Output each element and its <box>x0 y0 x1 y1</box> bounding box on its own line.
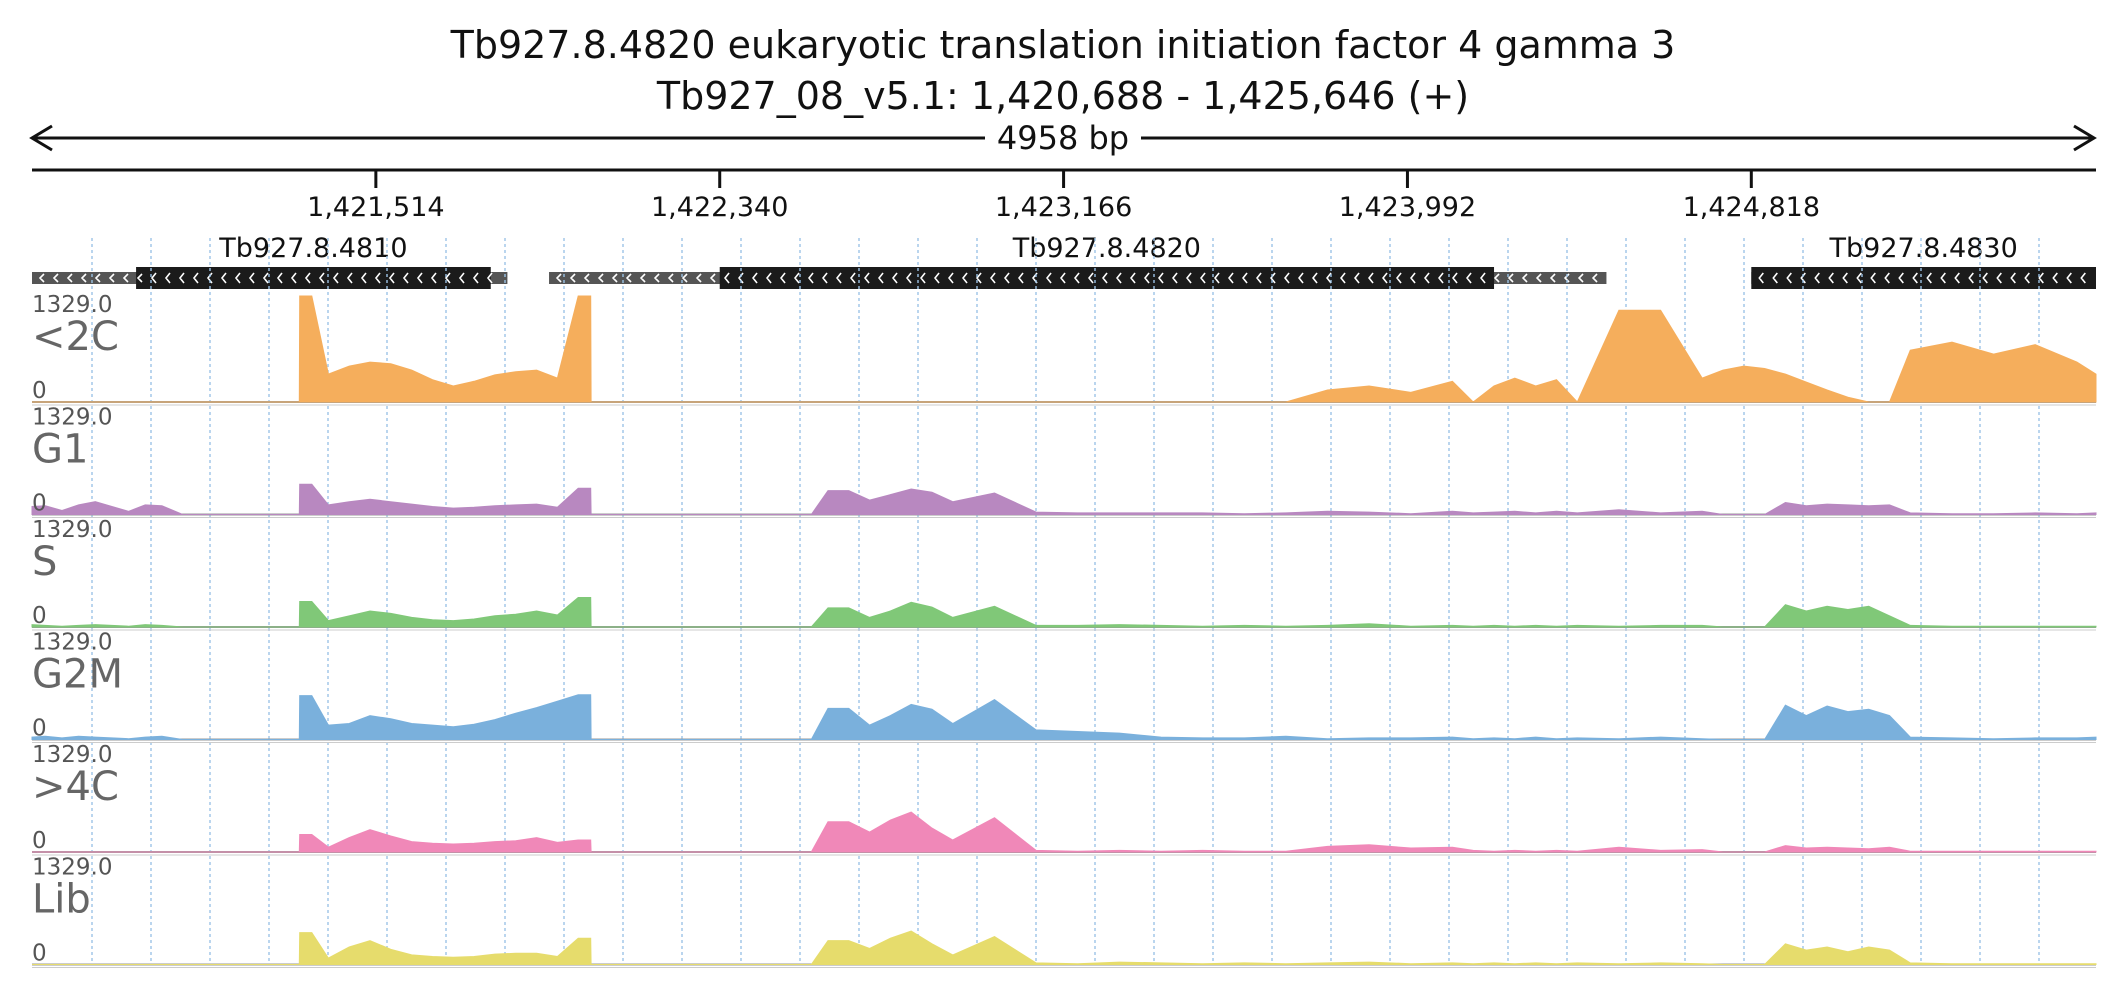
track-2C: 1329.0<2C 0 <box>32 292 2097 406</box>
track-name: S <box>32 539 57 585</box>
track-ymin-label: 0 <box>32 378 47 404</box>
track-ymax-label: 1329.0 <box>32 405 112 431</box>
track-ymax-label: 1329.0 <box>32 855 112 881</box>
gene-track: Tb927.8.4810 Tb927.8.4820 Tb927.8.4830 <box>32 233 2096 289</box>
ruler-tick-label: 1,423,992 <box>1339 192 1476 223</box>
ruler-ticks: 1,421,514 1,422,340 1,423,166 1,423,992 1,42… <box>307 170 1820 223</box>
track-ymax-label: 1329.0 <box>32 742 112 768</box>
coverage-area <box>32 295 2097 403</box>
coverage-area <box>32 811 2097 853</box>
coverage-area <box>31 694 2097 740</box>
track-ymax-label: 1329.0 <box>32 517 112 543</box>
strand-chevrons <box>38 272 493 284</box>
track-ymax-label: 1329.0 <box>32 292 112 318</box>
track-name: <2C <box>32 314 119 360</box>
ruler-tick-label: 1,423,166 <box>995 192 1132 223</box>
track-ymin-label: 0 <box>32 828 47 854</box>
track-name: G2M <box>32 652 123 698</box>
coverage-tracks: 1329.0<2C01329.0G101329.0S01329.0G2M0132… <box>31 238 2097 968</box>
ruler-tick-label: 1,424,818 <box>1683 192 1820 223</box>
gene-cds <box>136 267 491 289</box>
strand-chevrons <box>555 272 1598 284</box>
coverage-area <box>32 930 2097 965</box>
ruler-tick-label: 1,421,514 <box>307 192 444 223</box>
gene-label: Tb927.8.4830 <box>1829 233 2018 264</box>
track-name: G1 <box>32 427 88 473</box>
span-length-label: 4958 bp <box>997 119 1129 157</box>
gene-label: Tb927.8.4810 <box>218 233 407 264</box>
span-arrow-right <box>2073 124 2097 152</box>
track-ymin-label: 0 <box>32 716 47 742</box>
span-indicator: 4958 bp <box>29 119 2097 157</box>
strand-chevrons <box>1758 272 2086 284</box>
track-4C: 1329.0>4C 0 <box>32 742 2097 856</box>
gene-label: Tb927.8.4820 <box>1012 233 1201 264</box>
track-ymax-label: 1329.0 <box>32 630 112 656</box>
track-name: Lib <box>32 877 91 923</box>
coverage-area <box>31 483 2097 515</box>
track-ymin-label: 0 <box>32 603 47 629</box>
gene-cds <box>719 267 1495 289</box>
track-ymin-label: 0 <box>32 941 47 967</box>
track-ymin-label: 0 <box>32 491 47 517</box>
track-G1: 1329.0G1 0 <box>31 405 2097 518</box>
title-locus: Tb927_08_v5.1: 1,420,688 - 1,425,646 (+) <box>656 74 1469 118</box>
gene-cds <box>1751 267 2096 289</box>
coverage-area <box>31 597 2097 628</box>
track-S: 1329.0S 0 <box>31 517 2097 631</box>
ruler-tick-label: 1,422,340 <box>651 192 788 223</box>
title-gene: Tb927.8.4820 eukaryotic translation init… <box>450 23 1676 67</box>
span-arrow-left <box>29 124 53 152</box>
track-name: >4C <box>32 764 119 810</box>
